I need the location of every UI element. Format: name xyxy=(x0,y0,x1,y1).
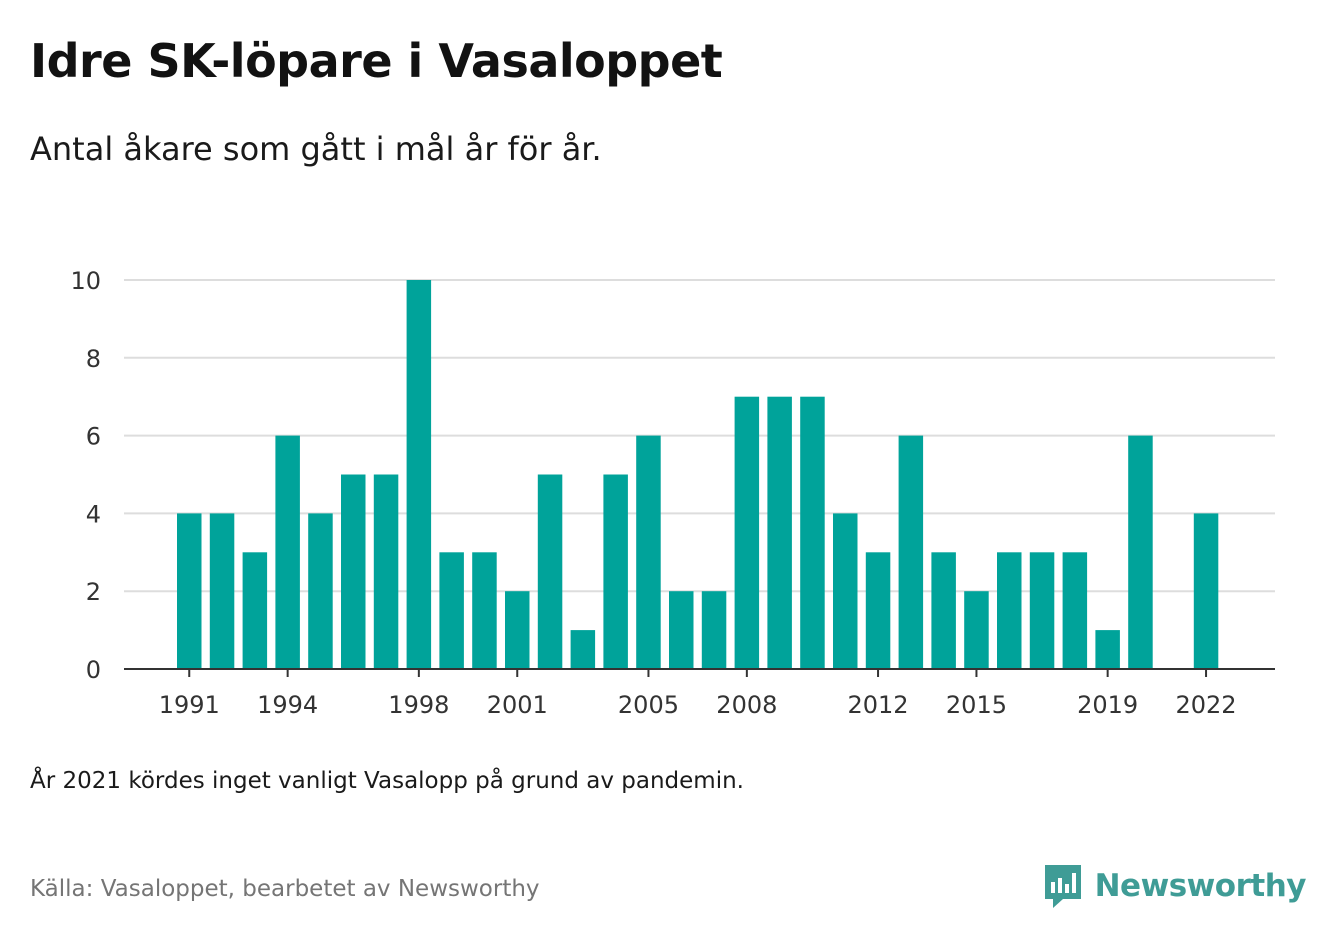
x-tick-label: 2001 xyxy=(487,691,548,719)
bar-2013 xyxy=(898,435,924,669)
x-tick-label: 1998 xyxy=(388,691,449,719)
bar-2006 xyxy=(669,591,694,669)
bar-2020 xyxy=(1128,435,1153,669)
x-tick-label: 2008 xyxy=(716,691,777,719)
bar-1991 xyxy=(177,513,202,669)
bar-2014 xyxy=(931,552,956,669)
bar-2019 xyxy=(1095,630,1120,669)
bar-2002 xyxy=(537,474,563,669)
bars xyxy=(177,280,1219,669)
bar-1999 xyxy=(439,552,464,669)
chart-subtitle: Antal åkare som gått i mål år för år. xyxy=(30,130,602,168)
y-tick-label: 10 xyxy=(70,267,101,295)
x-tick-label: 2005 xyxy=(618,691,679,719)
y-tick-label: 2 xyxy=(86,578,101,606)
bar-2022 xyxy=(1193,513,1219,669)
x-tick-label: 1991 xyxy=(159,691,220,719)
bar-2009 xyxy=(767,396,792,669)
x-axis-ticks: 1991 1994 1998 2001 2005 2008 2012 2015 2019 2022 xyxy=(159,669,1237,719)
newsworthy-logo-icon xyxy=(1044,865,1081,908)
brand-logo: Newsworthy xyxy=(1043,862,1307,910)
brand-name: Newsworthy xyxy=(1094,868,1307,904)
bar-2001 xyxy=(505,591,530,669)
bar-2008 xyxy=(734,396,760,669)
x-tick-label: 1994 xyxy=(257,691,318,719)
x-tick-label: 2022 xyxy=(1176,691,1237,719)
source-text: Källa: Vasaloppet, bearbetet av Newswort… xyxy=(30,876,540,902)
bar-2007 xyxy=(701,591,727,669)
bar-2017 xyxy=(1029,552,1055,669)
chart-title: Idre SK-löpare i Vasaloppet xyxy=(30,34,723,88)
bar-1994 xyxy=(275,435,300,669)
x-tick-label: 2019 xyxy=(1077,691,1138,719)
bar-1993 xyxy=(242,552,268,669)
bar-2016 xyxy=(997,552,1022,669)
y-axis-ticks: 0 2 4 6 8 10 xyxy=(70,267,101,684)
chart-note: År 2021 kördes inget vanligt Vasalopp på… xyxy=(30,768,744,794)
bar-2003 xyxy=(570,630,596,669)
bar-2010 xyxy=(800,396,825,669)
bar-2018 xyxy=(1062,552,1088,669)
bar-1992 xyxy=(209,513,235,669)
bar-2015 xyxy=(964,591,989,669)
bar-chart: 0 2 4 6 8 10 1991 1994 1998 2001 2005 2008 2012 2015… xyxy=(70,267,1275,719)
bar-2005 xyxy=(636,435,661,669)
y-tick-label: 8 xyxy=(86,345,101,373)
bar-1996 xyxy=(341,474,366,669)
x-tick-label: 2012 xyxy=(848,691,909,719)
bar-2011 xyxy=(833,513,858,669)
y-tick-label: 0 xyxy=(86,656,101,684)
bar-1998 xyxy=(406,280,432,669)
y-tick-label: 6 xyxy=(86,423,101,451)
bar-1995 xyxy=(308,513,333,669)
bar-2004 xyxy=(603,474,628,669)
bar-1997 xyxy=(373,474,399,669)
bar-2012 xyxy=(865,552,891,669)
x-tick-label: 2015 xyxy=(946,691,1007,719)
y-tick-label: 4 xyxy=(86,500,101,528)
bar-2000 xyxy=(472,552,497,669)
